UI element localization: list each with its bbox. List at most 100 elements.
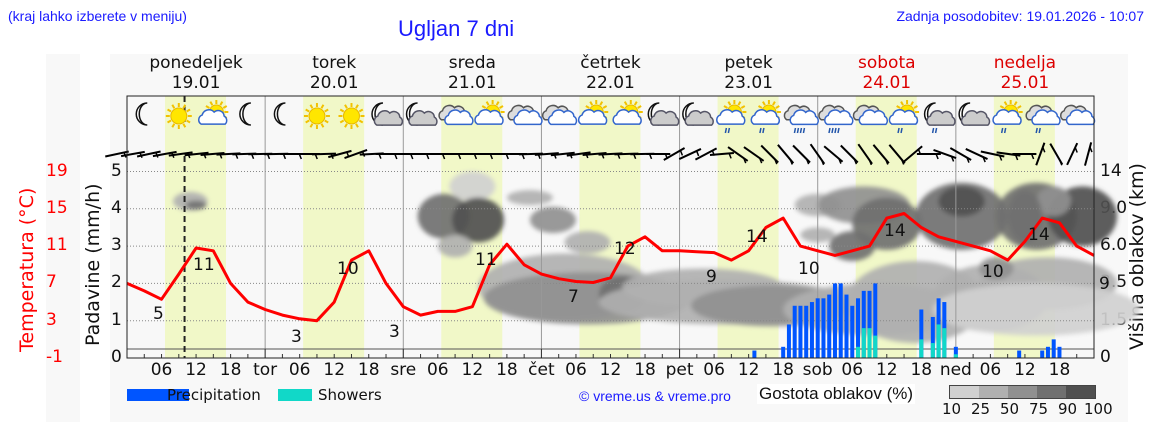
temperature-annotation: 10 xyxy=(337,259,359,279)
day-name: sobota xyxy=(858,53,916,73)
page-title: Ugljan 7 dni xyxy=(398,16,515,41)
precipitation-tick: 0 xyxy=(111,347,122,367)
day-header-pon: ponedeljek 19.01 xyxy=(126,53,266,93)
cloud-density-tick: 25 xyxy=(971,400,991,418)
cloud-density-tick: 100 xyxy=(1084,400,1113,418)
x-tick-label: 18 xyxy=(496,360,518,380)
day-name: ponedeljek xyxy=(149,53,243,73)
temperature-annotation: 3 xyxy=(389,322,400,342)
x-tick-label: pet xyxy=(665,360,694,380)
precipitation-legend-label: Precipitation xyxy=(167,386,261,404)
temperature-tick: 19 xyxy=(46,160,68,181)
day-date: 23.01 xyxy=(724,73,773,93)
x-tick-label: sre xyxy=(390,360,417,380)
sun-cloud-icon xyxy=(577,100,609,125)
x-tick-label: 12 xyxy=(323,360,346,380)
sun-cloud-rain-icon xyxy=(750,100,781,134)
x-tick-label: 06 xyxy=(979,360,1002,380)
last-update-text: Zadnja posodobitev: 19.01.2026 - 10:07 xyxy=(896,8,1144,24)
day-date: 22.01 xyxy=(586,73,635,93)
cloud-height-tick: 14 xyxy=(1100,160,1122,181)
temperature-annotation: 10 xyxy=(982,262,1004,282)
temperature-annotation: 11 xyxy=(475,250,497,270)
x-tick-label: 06 xyxy=(841,360,864,380)
temperature-annotation: 12 xyxy=(614,239,636,259)
x-tick-label: 18 xyxy=(1048,360,1071,380)
day-name: nedelja xyxy=(993,53,1057,73)
precipitation-tick: 4 xyxy=(111,197,122,218)
temperature-annotation: 10 xyxy=(798,259,820,279)
cloud-icon xyxy=(852,104,888,126)
day-header-čet: četrtek 22.01 xyxy=(541,53,681,93)
sun-icon xyxy=(165,103,192,129)
sun-cloud-icon xyxy=(474,100,505,125)
region-hint-link[interactable]: (kraj lahko izberete v meniju) xyxy=(8,8,187,24)
day-date: 25.01 xyxy=(1000,73,1050,93)
cloud-density-scale xyxy=(949,385,1096,399)
x-tick-label: 12 xyxy=(185,360,207,380)
showers-legend-label: Showers xyxy=(318,386,382,404)
day-header-sre: sreda 21.01 xyxy=(402,53,542,93)
moon-cloud-icon xyxy=(958,102,991,126)
cloud-heavy-rain-icon xyxy=(783,104,819,134)
cloud-icon xyxy=(1059,104,1096,126)
temperature-annotation: 14 xyxy=(746,227,768,247)
x-tick-label: 18 xyxy=(219,360,242,380)
moon-cloud-rain-icon xyxy=(923,102,956,134)
x-tick-label: 18 xyxy=(772,360,794,380)
cloud-density-tick: 90 xyxy=(1058,400,1078,418)
cloud-density-swatch xyxy=(1037,386,1066,398)
temperature-tick: 7 xyxy=(46,272,57,293)
x-tick-label: 18 xyxy=(357,360,380,380)
moon-cloud-icon xyxy=(371,102,404,126)
x-tick-label: 06 xyxy=(288,360,311,380)
cloud-icon xyxy=(507,104,543,126)
precipitation-tick: 1 xyxy=(111,309,122,330)
x-tick-label: 06 xyxy=(703,360,725,380)
cloud-density-legend-label: Gostota oblakov (%) xyxy=(757,384,916,404)
temperature-tick: 11 xyxy=(46,235,68,256)
x-tick-label: ned xyxy=(939,360,972,380)
cloud-density-swatch xyxy=(1066,386,1095,398)
x-tick-label: čet xyxy=(528,360,555,380)
temperature-tick: 3 xyxy=(46,309,57,330)
temperature-axis-panel xyxy=(46,54,80,422)
day-header-sob: sobota 24.01 xyxy=(817,53,957,93)
day-name: sreda xyxy=(448,53,496,73)
moon-cloud-icon xyxy=(682,102,714,126)
sun-cloud-icon xyxy=(198,100,229,125)
day-header-pet: petek 23.01 xyxy=(679,53,819,93)
temperature-annotation: 14 xyxy=(1028,225,1050,245)
temperature-annotation: 3 xyxy=(291,327,302,347)
moon-cloud-icon xyxy=(405,102,438,126)
day-date: 19.01 xyxy=(171,73,221,93)
x-tick-label: 12 xyxy=(737,360,760,380)
day-header-tor: torek 20.01 xyxy=(264,53,404,93)
cloud-density-swatch xyxy=(979,386,1008,398)
x-tick-label: sob xyxy=(802,360,833,380)
temperature-annotation: 7 xyxy=(568,287,579,307)
temperature-annotation: 9 xyxy=(706,267,717,287)
sun-icon xyxy=(303,103,330,129)
day-name: petek xyxy=(724,53,773,73)
x-tick-label: 12 xyxy=(1014,360,1036,380)
day-date: 20.01 xyxy=(309,73,359,93)
x-tick-label: 06 xyxy=(565,360,587,380)
precipitation-tick: 5 xyxy=(111,160,122,181)
day-name: četrtek xyxy=(580,53,641,73)
day-header-ned: nedelja 25.01 xyxy=(955,53,1095,93)
x-tick-label: 12 xyxy=(875,360,898,380)
sun-cloud-rain-icon xyxy=(888,100,920,134)
cloud-density-swatch xyxy=(950,386,979,398)
cloud-rain-icon xyxy=(1025,104,1061,134)
x-tick-label: 06 xyxy=(426,360,449,380)
temperature-tick: -1 xyxy=(46,347,63,367)
cloud-density-swatch xyxy=(1008,386,1037,398)
cloud-height-tick: 0 xyxy=(1100,347,1111,367)
copyright-link[interactable]: © vreme.us & vreme.pro xyxy=(579,388,731,404)
sun-icon xyxy=(338,103,365,129)
showers-swatch xyxy=(278,389,312,401)
cloud-heavy-rain-icon xyxy=(818,104,854,134)
temperature-annotation: 14 xyxy=(884,221,906,241)
